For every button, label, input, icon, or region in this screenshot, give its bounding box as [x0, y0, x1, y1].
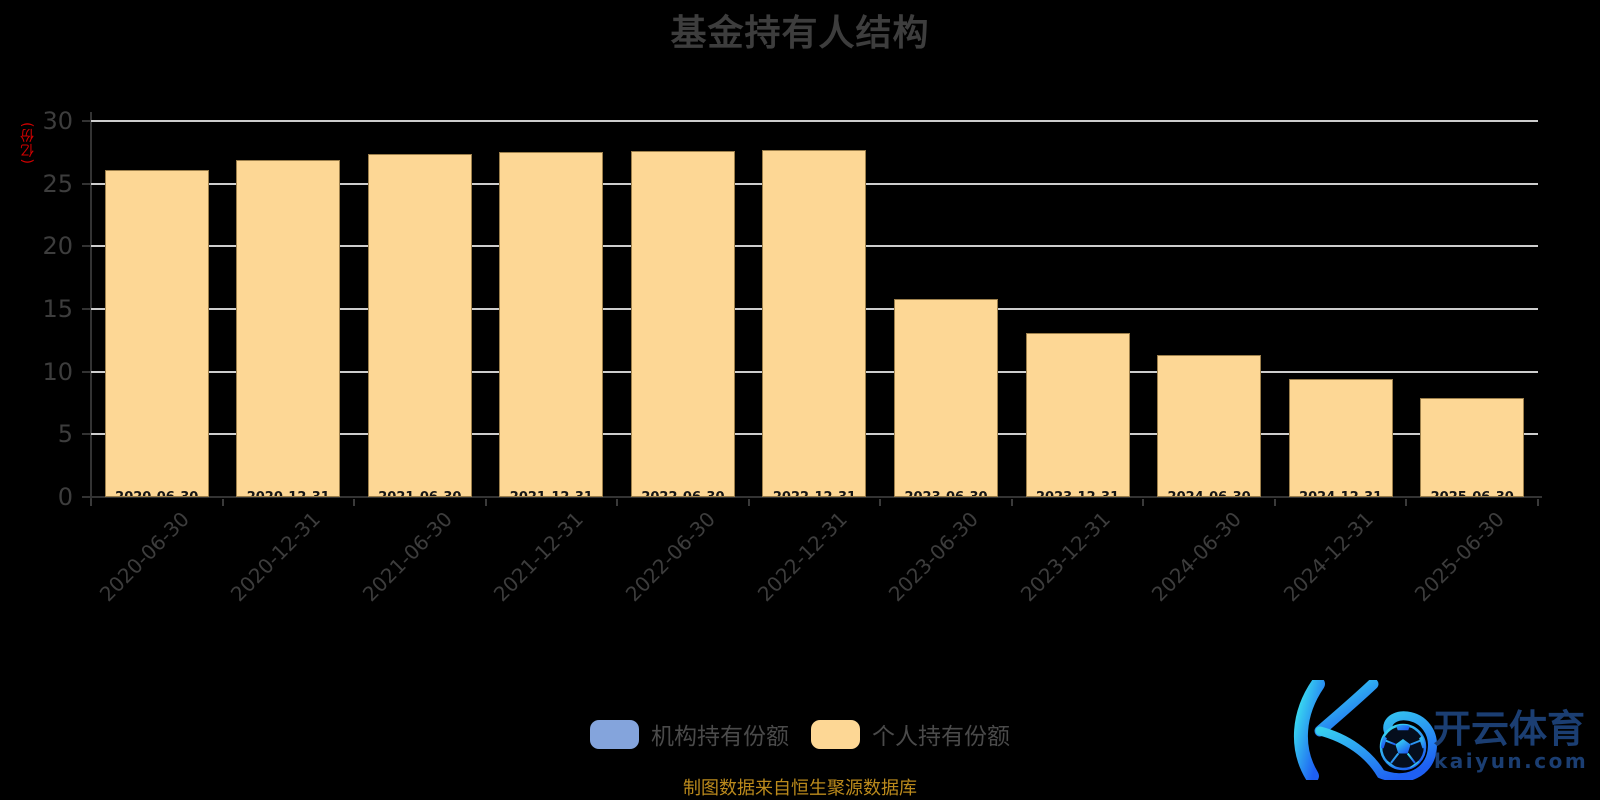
x-tick-label: 2021-06-30	[357, 507, 457, 607]
legend: 机构持有份额 个人持有份额	[0, 717, 1600, 751]
plot-area: (亿份) 30 25 20 15 10 5 0 2020-06-30 2020-12-31 202…	[20, 107, 1542, 606]
y-tick-label: 5	[57, 420, 73, 449]
data-source-note: 制图数据来自恒生聚源数据库	[683, 778, 917, 799]
bar-2020-12-31: 2020-12-31	[236, 159, 341, 497]
y-axis-line	[90, 112, 92, 499]
x-tick-label: 2020-06-30	[94, 507, 194, 607]
logo-brand-cn: 开云体育	[1433, 707, 1585, 751]
x-axis-tick	[1273, 499, 1276, 506]
y-axis-tick	[82, 182, 91, 185]
x-tick-label: 2024-12-31	[1278, 507, 1378, 607]
x-axis-tick	[747, 499, 750, 506]
bar-2024-06-30: 2024-06-30	[1157, 355, 1262, 497]
bar-2021-06-30: 2021-06-30	[367, 153, 472, 497]
y-axis-tick	[82, 308, 91, 310]
x-axis-tick	[1142, 499, 1145, 506]
x-tick-label: 2024-06-30	[1146, 507, 1247, 607]
gridline-30	[91, 120, 1538, 122]
y-axis-tick	[82, 496, 91, 498]
legend-item-institution[interactable]: 机构持有份额	[590, 717, 789, 751]
x-axis-tick	[353, 499, 356, 506]
x-axis-line	[87, 496, 1542, 498]
bar-bottom-label: 2020-12-31	[237, 491, 339, 496]
y-tick-label: 30	[42, 107, 73, 135]
bar-bottom-label: 2023-06-30	[895, 491, 997, 496]
bar-bottom-label: 2024-06-30	[1158, 491, 1260, 496]
x-tick-label: 2023-06-30	[883, 507, 984, 607]
x-axis-tick	[879, 499, 882, 506]
bar-bottom-label: 2024-12-31	[1290, 491, 1392, 496]
legend-swatch-institution[interactable]	[590, 719, 639, 749]
y-axis-tick	[82, 433, 91, 436]
y-axis-tick	[82, 245, 91, 248]
x-axis-tick	[484, 499, 487, 506]
x-axis-tick	[1010, 499, 1013, 506]
legend-label-institution: 机构持有份额	[651, 724, 789, 750]
x-axis-tick	[616, 499, 619, 506]
bar-2021-12-31: 2021-12-31	[499, 152, 604, 497]
bar-2023-06-30: 2023-06-30	[894, 298, 999, 497]
y-tick-label: 25	[42, 169, 73, 198]
x-axis-tick	[1537, 499, 1539, 506]
chart-title: 基金持有人结构	[670, 13, 930, 54]
bar-2022-12-31: 2022-12-31	[762, 149, 867, 497]
legend-label-individual: 个人持有份额	[872, 724, 1010, 750]
y-axis-tick	[82, 370, 91, 373]
bar-bottom-label: 2022-12-31	[763, 491, 865, 496]
logo-brand-domain: kaiyun.com	[1434, 749, 1585, 773]
bar-bottom-label: 2023-12-31	[1027, 491, 1129, 496]
bar-2020-06-30: 2020-06-30	[104, 169, 209, 497]
bar-bottom-label: 2021-06-30	[369, 491, 471, 496]
x-axis-tick	[90, 499, 92, 506]
legend-item-individual[interactable]: 个人持有份额	[811, 717, 1010, 751]
x-tick-label: 2020-12-31	[226, 507, 326, 607]
bar-2022-06-30: 2022-06-30	[630, 151, 735, 497]
y-tick-label: 0	[57, 483, 73, 511]
bar-2024-12-31: 2024-12-31	[1288, 379, 1393, 497]
bar-bottom-label: 2022-06-30	[632, 491, 734, 496]
x-tick-label: 2025-06-30	[1410, 507, 1510, 607]
kaiyun-logo[interactable]: 开云体育 kaiyun.com	[1285, 680, 1585, 780]
y-axis-tick	[82, 120, 91, 122]
bar-2023-12-31: 2023-12-31	[1025, 332, 1130, 497]
bar-2025-06-30: 2025-06-30	[1420, 397, 1525, 497]
y-tick-label: 15	[42, 295, 73, 323]
y-tick-label: 20	[42, 232, 73, 261]
bar-bottom-label: 2020-06-30	[106, 491, 208, 496]
bar-bottom-label: 2021-12-31	[500, 491, 602, 496]
legend-swatch-individual[interactable]	[811, 719, 860, 749]
x-tick-label: 2022-12-31	[752, 507, 852, 607]
bar-bottom-label: 2025-06-30	[1421, 491, 1523, 496]
x-axis-tick	[221, 499, 224, 506]
x-axis-tick	[1405, 499, 1408, 506]
x-tick-label: 2021-12-31	[489, 507, 589, 607]
y-tick-label: 10	[42, 357, 73, 386]
x-tick-label: 2022-06-30	[620, 507, 720, 607]
x-tick-label: 2023-12-31	[1015, 507, 1115, 607]
